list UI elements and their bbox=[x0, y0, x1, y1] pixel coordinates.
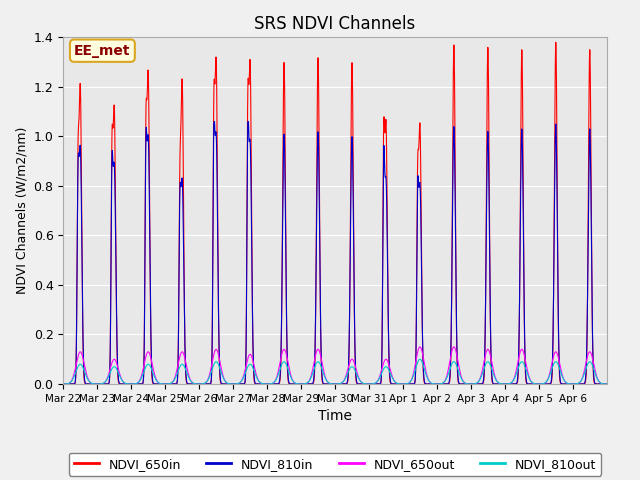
Legend: NDVI_650in, NDVI_810in, NDVI_650out, NDVI_810out: NDVI_650in, NDVI_810in, NDVI_650out, NDV… bbox=[68, 453, 601, 476]
Text: EE_met: EE_met bbox=[74, 44, 131, 58]
X-axis label: Time: Time bbox=[318, 409, 352, 423]
Title: SRS NDVI Channels: SRS NDVI Channels bbox=[254, 15, 415, 33]
Y-axis label: NDVI Channels (W/m2/nm): NDVI Channels (W/m2/nm) bbox=[15, 127, 28, 294]
